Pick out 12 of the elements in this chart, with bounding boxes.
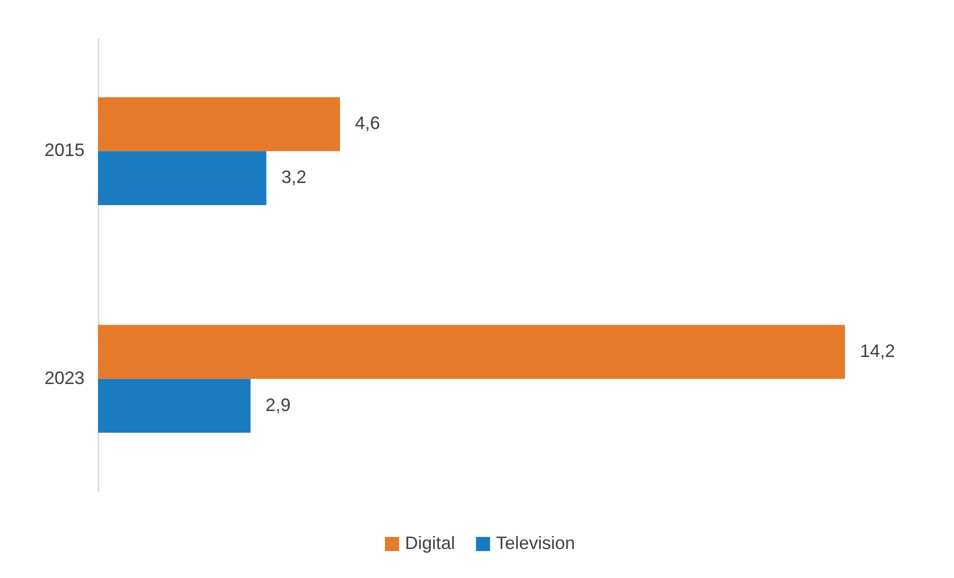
bar [98,151,266,206]
legend-label: Digital [405,533,456,553]
data-label: 4,6 [354,113,380,134]
data-label: 14,2 [860,340,896,361]
y-tick-label: 2015 [44,140,84,160]
y-tick-label: 2023 [44,368,84,388]
data-label: 2,9 [266,394,291,415]
data-label: 3,2 [281,167,306,188]
bar [98,97,340,152]
bar [98,324,845,379]
legend-label: Television [496,533,576,553]
bar [98,378,251,433]
